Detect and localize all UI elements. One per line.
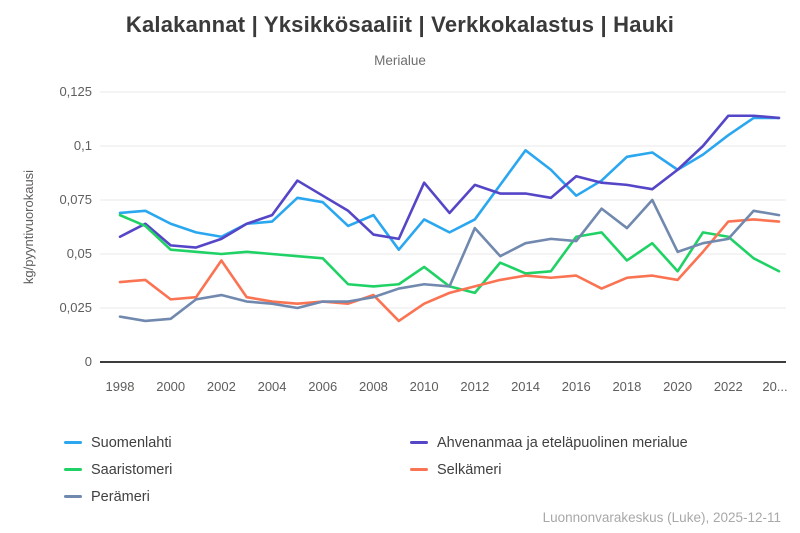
legend-label: Saaristomeri (91, 461, 173, 478)
x-tick-label: 20... (762, 379, 788, 394)
y-tick-label: 0,1 (73, 138, 92, 153)
y-tick-label: 0,075 (59, 192, 92, 207)
x-tick-label: 2012 (460, 379, 490, 394)
y-tick-label: 0,025 (59, 300, 92, 315)
y-tick-label: 0 (84, 354, 92, 369)
source-attribution: Luonnonvarakeskus (Luke), 2025-12-11 (542, 510, 781, 525)
legend-item-selk-meri[interactable]: Selkämeri (410, 456, 688, 483)
legend-item-suomenlahti[interactable]: Suomenlahti (64, 429, 410, 456)
x-tick-label: 2014 (511, 379, 540, 394)
x-tick-label: 2016 (561, 379, 591, 394)
series-line-selk-meri[interactable] (118, 218, 781, 323)
x-tick-label: 2022 (713, 379, 743, 394)
legend-item-ahvenanmaa-ja-etel-puolinen-merialue[interactable]: Ahvenanmaa ja eteläpuolinen merialue (410, 429, 688, 456)
legend-item-per-meri[interactable]: Perämeri (64, 483, 410, 510)
legend-item-saaristomeri[interactable]: Saaristomeri (64, 456, 410, 483)
chart-title: Kalakannat | Yksikkösaaliit | Verkkokala… (125, 12, 675, 37)
y-axis-title: kg/pyyntivuorokausi (21, 169, 36, 285)
y-tick-label: 0,125 (59, 84, 92, 99)
legend-label: Perämeri (91, 488, 150, 505)
x-tick-label: 2008 (358, 379, 388, 394)
series-line-ahvenanmaa-ja-etel-puolinen-merialue[interactable] (118, 114, 781, 249)
legend-swatch-icon (64, 440, 82, 445)
x-tick-label: 2002 (206, 379, 236, 394)
series-line-per-meri[interactable] (118, 198, 781, 323)
chart-subtitle: Merialue (374, 53, 426, 68)
legend-label: Ahvenanmaa ja eteläpuolinen merialue (437, 434, 688, 451)
legend-swatch-icon (64, 494, 82, 499)
y-tick-label: 0,05 (66, 246, 92, 261)
series-line-suomenlahti[interactable] (118, 116, 781, 251)
x-tick-label: 2018 (612, 379, 642, 394)
x-tick-label: 2000 (156, 379, 186, 394)
legend-label: Suomenlahti (91, 434, 172, 451)
legend-swatch-icon (410, 440, 428, 445)
legend-swatch-icon (64, 467, 82, 472)
x-tick-label: 2004 (257, 379, 287, 394)
legend-label: Selkämeri (437, 461, 502, 478)
x-tick-label: 1998 (105, 379, 135, 394)
x-tick-label: 2020 (663, 379, 693, 394)
x-tick-label: 2006 (308, 379, 338, 394)
legend-swatch-icon (410, 467, 428, 472)
x-tick-label: 2010 (409, 379, 439, 394)
chart-legend: Suomenlahti Ahvenanmaa ja eteläpuolinen m… (64, 429, 688, 510)
